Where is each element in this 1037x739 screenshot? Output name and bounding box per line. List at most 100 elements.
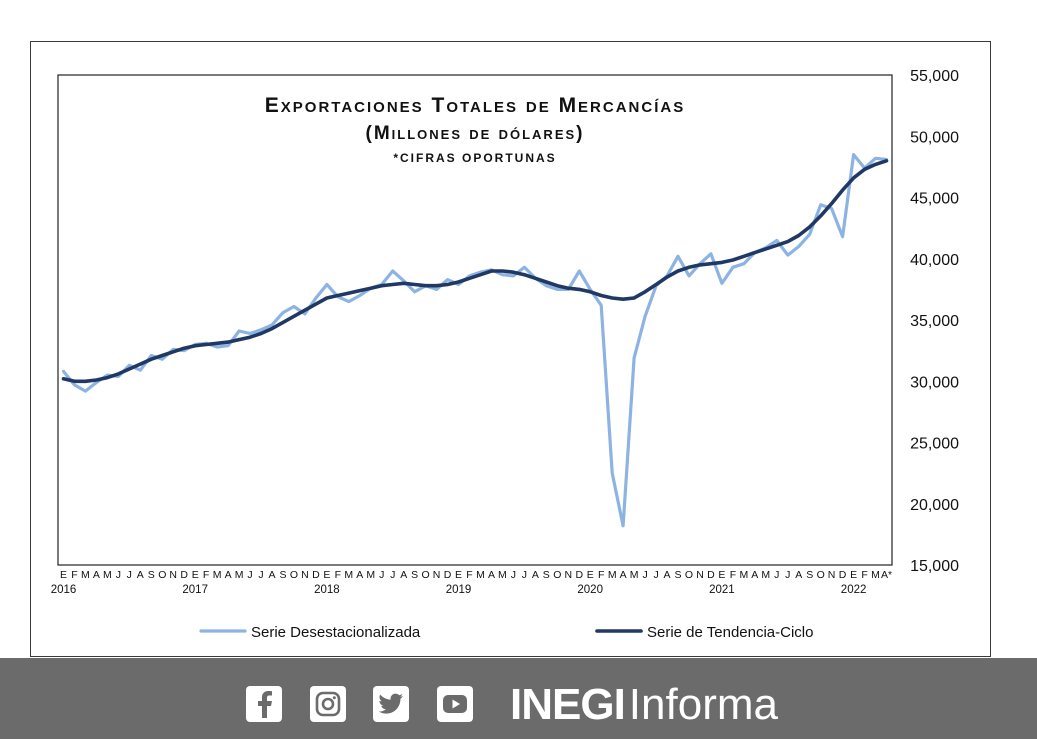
x-month-label: A* bbox=[881, 569, 892, 581]
x-month-label: F bbox=[466, 569, 472, 581]
x-month-label: A bbox=[137, 569, 144, 581]
x-month-label: F bbox=[71, 569, 77, 581]
x-month-label: A bbox=[225, 569, 232, 581]
x-month-label: A bbox=[751, 569, 758, 581]
x-month-label: J bbox=[390, 569, 395, 581]
x-month-label: O bbox=[290, 569, 298, 581]
chart-note: *cifras oportunas bbox=[393, 151, 556, 165]
y-tick-label: 15,000 bbox=[910, 558, 959, 575]
x-month-label: A bbox=[356, 569, 363, 581]
x-month-label: J bbox=[116, 569, 121, 581]
x-month-label: A bbox=[663, 569, 670, 581]
x-month-label: A bbox=[795, 569, 802, 581]
x-month-label: N bbox=[696, 569, 704, 581]
x-month-label: D bbox=[312, 569, 320, 581]
x-month-label: M bbox=[761, 569, 770, 581]
instagram-icon[interactable] bbox=[310, 686, 346, 722]
x-month-label: M bbox=[81, 569, 90, 581]
x-month-label: M bbox=[213, 569, 222, 581]
chart-title: Exportaciones Totales de Mercancías bbox=[265, 94, 685, 117]
x-month-label: N bbox=[433, 569, 441, 581]
x-month-label: D bbox=[180, 569, 188, 581]
x-year-label: 2022 bbox=[841, 584, 867, 596]
x-year-label: 2017 bbox=[182, 584, 208, 596]
x-month-label: N bbox=[169, 569, 177, 581]
x-month-label: S bbox=[279, 569, 286, 581]
x-month-label: M bbox=[498, 569, 507, 581]
x-month-label: J bbox=[522, 569, 527, 581]
x-month-label: M bbox=[103, 569, 112, 581]
x-month-label: J bbox=[774, 569, 779, 581]
x-month-label: F bbox=[598, 569, 604, 581]
x-month-label: D bbox=[839, 569, 847, 581]
y-tick-label: 45,000 bbox=[910, 191, 959, 208]
x-month-label: A bbox=[620, 569, 627, 581]
x-month-label: A bbox=[532, 569, 539, 581]
x-month-label: S bbox=[806, 569, 813, 581]
x-month-label: J bbox=[247, 569, 252, 581]
x-month-label: J bbox=[642, 569, 647, 581]
x-month-label: E bbox=[192, 569, 199, 581]
x-month-label: E bbox=[587, 569, 594, 581]
x-month-label: F bbox=[861, 569, 867, 581]
x-month-label: N bbox=[828, 569, 836, 581]
brand-informa: Informa bbox=[628, 680, 778, 729]
x-month-label: S bbox=[148, 569, 155, 581]
x-year-label: 2018 bbox=[314, 584, 340, 596]
x-month-label: M bbox=[344, 569, 353, 581]
series-line-1 bbox=[61, 153, 889, 528]
x-month-label: O bbox=[553, 569, 561, 581]
x-month-label: N bbox=[301, 569, 309, 581]
youtube-icon[interactable] bbox=[437, 686, 473, 722]
x-month-label: M bbox=[476, 569, 485, 581]
x-month-label: E bbox=[850, 569, 857, 581]
brand-inegi: INEGI bbox=[510, 680, 626, 729]
x-month-label: M bbox=[740, 569, 749, 581]
x-month-label: J bbox=[511, 569, 516, 581]
footer-bar bbox=[0, 658, 1037, 739]
x-month-label: M bbox=[235, 569, 244, 581]
x-year-label: 2021 bbox=[709, 584, 735, 596]
x-month-label: O bbox=[422, 569, 430, 581]
x-month-label: F bbox=[730, 569, 736, 581]
x-month-label: J bbox=[653, 569, 658, 581]
chart-subtitle: (Millones de dólares) bbox=[366, 123, 585, 144]
y-tick-label: 25,000 bbox=[910, 436, 959, 453]
x-month-label: M bbox=[608, 569, 617, 581]
x-month-label: M bbox=[366, 569, 375, 581]
x-month-label: M bbox=[871, 569, 880, 581]
y-tick-label: 20,000 bbox=[910, 497, 959, 514]
x-month-label: D bbox=[444, 569, 452, 581]
facebook-icon[interactable] bbox=[246, 686, 282, 722]
x-month-label: F bbox=[203, 569, 209, 581]
y-tick-label: 55,000 bbox=[910, 68, 959, 85]
x-month-label: A bbox=[400, 569, 407, 581]
x-month-label: A bbox=[268, 569, 275, 581]
y-tick-label: 35,000 bbox=[910, 313, 959, 330]
x-year-label: 2016 bbox=[51, 584, 77, 596]
x-month-label: E bbox=[455, 569, 462, 581]
inegi-informa-logo[interactable]: INEGIInforma bbox=[510, 680, 778, 730]
x-month-label: J bbox=[127, 569, 132, 581]
x-month-label: O bbox=[158, 569, 166, 581]
x-month-label: J bbox=[379, 569, 384, 581]
x-month-label: A bbox=[488, 569, 495, 581]
x-year-label: 2019 bbox=[446, 584, 472, 596]
twitter-icon[interactable] bbox=[373, 686, 409, 722]
legend-label: Serie Desestacionalizada bbox=[251, 624, 421, 641]
x-month-label: F bbox=[335, 569, 341, 581]
x-month-label: E bbox=[718, 569, 725, 581]
x-month-label: N bbox=[565, 569, 573, 581]
plot-area-border bbox=[57, 74, 893, 566]
x-month-label: J bbox=[258, 569, 263, 581]
x-month-label: S bbox=[674, 569, 681, 581]
x-month-label: E bbox=[323, 569, 330, 581]
x-month-label: E bbox=[60, 569, 67, 581]
y-tick-label: 50,000 bbox=[910, 129, 959, 146]
exports-line-chart: Exportaciones Totales de Mercancías (Mil… bbox=[51, 68, 959, 641]
x-month-label: D bbox=[576, 569, 584, 581]
x-year-label: 2020 bbox=[577, 584, 603, 596]
chart-frame: Exportaciones Totales de Mercancías (Mil… bbox=[30, 41, 991, 657]
x-month-label: O bbox=[685, 569, 693, 581]
x-month-label: M bbox=[630, 569, 639, 581]
